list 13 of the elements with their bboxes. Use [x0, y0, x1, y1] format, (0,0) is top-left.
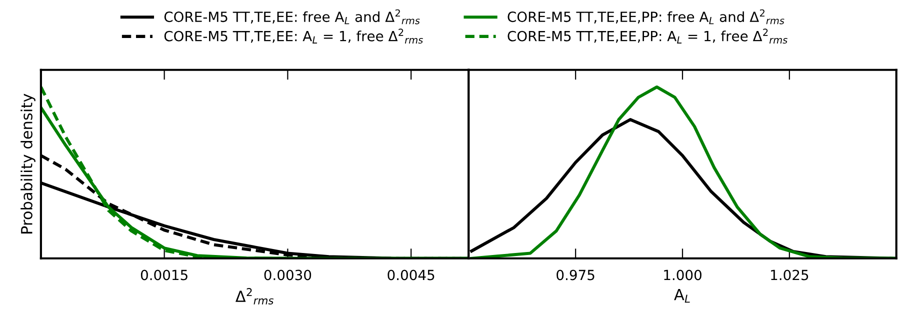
x-tick-label: 1.000 [664, 270, 702, 280]
x-axis-title: Δ$^{2}$$_{rms}$ [236, 288, 274, 304]
legend-label: CORE-M5 TT,TE,EE,PP: free A$_{L}$ and Δ$^{2}$$_{rms}$ [508, 9, 784, 24]
legend-label: CORE-M5 TT,TE,EE: A$_{L}$ = 1, free Δ$^{2}$$_{rms}$ [164, 28, 423, 44]
x-axis-title: A$_{L}$ [674, 288, 690, 303]
y-axis-title: Probability density [20, 94, 36, 234]
legend-label: CORE-M5 TT,TE,EE: free A$_{L}$ and Δ$^{2}$$_{rms}$ [164, 9, 420, 24]
x-tick-label: 1.025 [771, 270, 808, 280]
x-tick-label: 0.0045 [388, 270, 434, 280]
legend-label: CORE-M5 TT,TE,EE,PP: A$_{L}$ = 1, free Δ$^{2}$$_{rms}$ [508, 28, 788, 44]
x-tick-label: 0.0030 [264, 270, 312, 280]
x-tick-label: 0.975 [556, 270, 594, 280]
x-tick-label: 0.0015 [140, 270, 188, 280]
